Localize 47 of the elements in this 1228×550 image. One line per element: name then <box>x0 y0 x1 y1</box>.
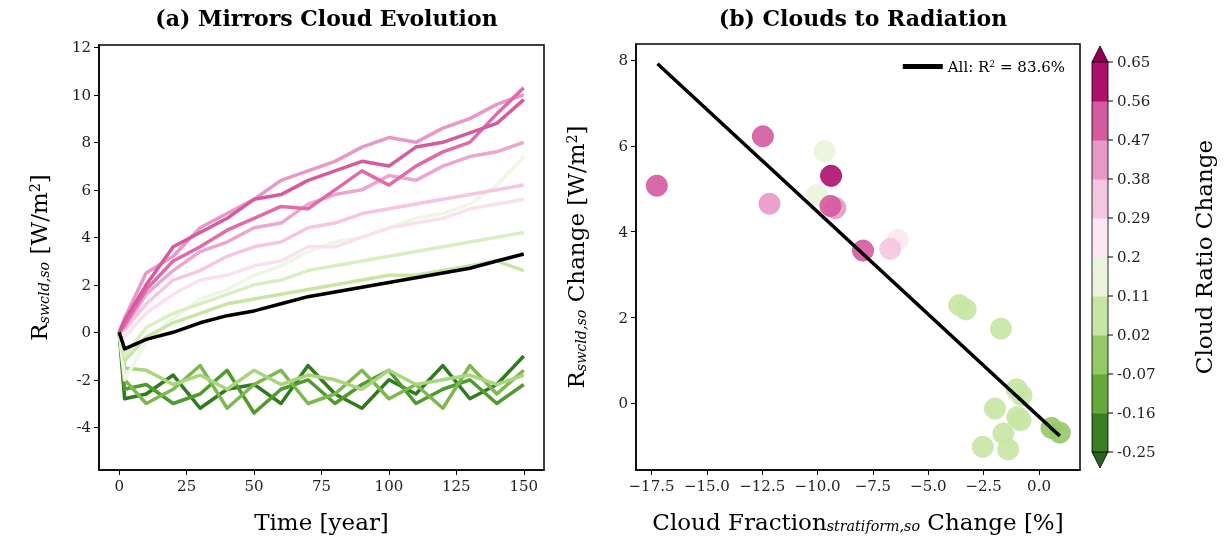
y-tick-label: 2 <box>81 275 91 294</box>
y-tick-label: 4 <box>618 222 628 241</box>
x-tick-label: −10.0 <box>794 476 841 495</box>
color-bar-label: 0.47 <box>1117 131 1151 149</box>
color-bar-label: -0.07 <box>1117 365 1156 383</box>
color-bar-label: -0.16 <box>1117 404 1156 422</box>
y-tick-label: 0 <box>618 394 628 413</box>
x-tick-label: −7.5 <box>854 476 892 495</box>
x-tick-label: 0 <box>114 476 124 495</box>
y-tick-label: 4 <box>81 228 91 247</box>
x-tick-label: 150 <box>509 476 539 495</box>
color-bar-label: 0.2 <box>1117 248 1141 266</box>
y-tick-label: 6 <box>81 180 91 199</box>
y-tick-label: 12 <box>71 38 91 57</box>
color-bar-label: 0.65 <box>1117 53 1151 71</box>
y-tick-label: 0 <box>81 323 91 342</box>
color-bar-label: 0.38 <box>1117 170 1151 188</box>
x-axis-title: Time [year] <box>254 508 389 535</box>
y-tick-label: -2 <box>76 370 91 389</box>
x-tick-label: 25 <box>177 476 197 495</box>
y-tick-label: 8 <box>618 50 628 69</box>
x-tick-label: −15.0 <box>683 476 730 495</box>
color-bar-label: -0.25 <box>1117 443 1156 461</box>
x-tick-label: −5.0 <box>910 476 947 495</box>
y-tick-label: 8 <box>81 133 91 152</box>
x-tick-label: 50 <box>244 476 264 495</box>
x-tick-label: −12.5 <box>739 476 786 495</box>
y-axis-title: Rswcld,so [W/m2] <box>26 174 53 341</box>
x-tick-label: −17.5 <box>628 476 675 495</box>
color-bar-title: Cloud Ratio Change <box>1191 139 1217 375</box>
color-bar-label: 0.56 <box>1117 92 1151 110</box>
y-tick-label: 6 <box>618 136 628 155</box>
x-tick-label: 75 <box>311 476 332 495</box>
chart-title: (a) Mirrors Cloud Evolution <box>155 5 498 31</box>
y-tick-label: 2 <box>618 308 628 327</box>
y-axis-title: Rswcld,so Change [W/m2] <box>563 125 590 389</box>
color-bar-label: 0.02 <box>1117 326 1151 344</box>
x-tick-label: 100 <box>374 476 404 495</box>
color-bar-label: 0.11 <box>1117 287 1151 305</box>
x-tick-label: 125 <box>442 476 471 495</box>
x-axis-title: Cloud Fractionstratiform,so Change [%] <box>652 508 1064 535</box>
y-tick-label: -4 <box>76 418 91 437</box>
color-bar-label: 0.29 <box>1117 209 1151 227</box>
chart-title: (b) Clouds to Radiation <box>718 5 1008 31</box>
x-tick-label: 0.0 <box>1027 476 1051 495</box>
x-tick-label: −2.5 <box>965 476 1002 495</box>
y-tick-label: 10 <box>71 85 91 104</box>
